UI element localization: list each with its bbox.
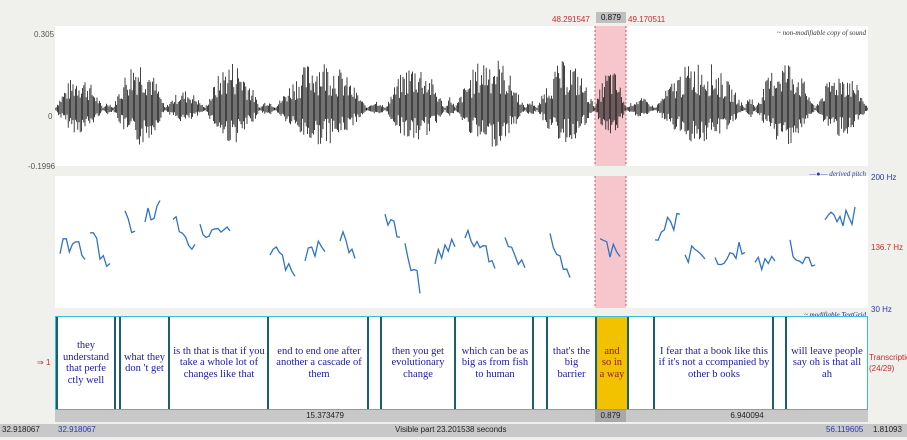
window-start-time[interactable]: 32.918067 xyxy=(2,425,40,434)
pitch-top-label: 200 Hz xyxy=(871,173,897,182)
status-bar[interactable]: 32.918067 32.918067 Visible part 23.2015… xyxy=(0,424,907,437)
interval-6[interactable]: which can be as big as from fish to huma… xyxy=(461,345,529,380)
selected-interval-highlight xyxy=(596,317,627,409)
selection-end-time: 49.170511 xyxy=(628,15,666,24)
waveform-panel[interactable]: ~ non-modifiable copy of sound xyxy=(55,26,868,166)
tier-intervals[interactable]: they understand that perfe ctly well wha… xyxy=(56,317,867,409)
interval-boundary[interactable] xyxy=(546,317,548,409)
interval-10[interactable]: will leave people say oh is that all ah xyxy=(791,345,863,380)
waveform-caption: ~ non-modifiable copy of sound xyxy=(777,29,866,37)
interval-boundary[interactable] xyxy=(653,317,655,409)
editor-view[interactable]: ~ non-modifiable copy of sound —●— deriv… xyxy=(55,26,868,422)
interval-boundary[interactable] xyxy=(56,317,58,409)
interval-1[interactable]: they understand that perfe ctly well xyxy=(62,340,110,386)
pitch-contour xyxy=(59,200,856,294)
window-end-time[interactable]: 1.81093 xyxy=(873,425,902,434)
pitch-caption-text: derived pitch xyxy=(829,170,866,178)
interval-2[interactable]: what they don 't get xyxy=(123,351,166,375)
waveform-trace xyxy=(55,60,868,147)
pitch-caption: —●— derived pitch xyxy=(809,170,866,178)
waveform-max-label: 0.305 xyxy=(34,30,55,39)
waveform-min-label: -0.1996 xyxy=(28,162,56,171)
interval-boundary[interactable] xyxy=(267,317,269,409)
interval-boundary[interactable] xyxy=(595,317,597,409)
selection-duration: 0.879 xyxy=(596,12,626,23)
textgrid-caption: ~ modifiable TextGrid xyxy=(804,311,866,319)
interval-9[interactable]: I fear that a book like this if it's not… xyxy=(658,345,770,380)
tier-pointer-icon: ⇒ xyxy=(37,358,44,367)
interval-5[interactable]: then you get evolutionary change xyxy=(391,345,445,380)
waveform-plot xyxy=(55,26,868,166)
right-duration[interactable]: 6.940094 xyxy=(730,411,764,420)
selected-duration[interactable]: 0.879 xyxy=(595,410,626,422)
pitch-legend-icon: —●— xyxy=(809,170,828,178)
interval-boundary[interactable] xyxy=(627,317,629,409)
pitch-mid-label: 136.7 Hz xyxy=(871,243,904,252)
duration-row[interactable]: 15.373479 0.879 6.940094 xyxy=(55,410,868,422)
interval-boundary[interactable] xyxy=(367,317,369,409)
interval-boundary[interactable] xyxy=(168,317,170,409)
interval-8-selected[interactable]: and so in a way xyxy=(599,345,625,380)
interval-boundary[interactable] xyxy=(114,317,116,409)
tier-name: Transcriptio xyxy=(869,353,907,362)
interval-boundary[interactable] xyxy=(532,317,534,409)
visible-start-time[interactable]: 32.918067 xyxy=(58,425,96,434)
selection-start-time: 48.291547 xyxy=(552,15,590,24)
pitch-plot xyxy=(59,176,856,308)
visible-part-label[interactable]: Visible part 23.201538 seconds xyxy=(395,425,507,434)
tier-count: (24/29) xyxy=(869,364,895,373)
pitch-bottom-label: 30 Hz xyxy=(871,305,892,314)
visible-end-time[interactable]: 56.119605 xyxy=(826,425,864,434)
pitch-panel[interactable]: —●— derived pitch ~ modifiable TextGrid xyxy=(55,170,868,319)
textgrid-tier[interactable]: they understand that perfe ctly well wha… xyxy=(55,316,868,410)
tier-number-text: 1 xyxy=(45,358,51,367)
left-duration[interactable]: 15.373479 xyxy=(306,411,344,420)
interval-boundary[interactable] xyxy=(454,317,456,409)
interval-boundary[interactable] xyxy=(785,317,787,409)
interval-7[interactable]: that's the big barrier xyxy=(552,345,591,380)
tier-number: ⇒ 1 xyxy=(37,358,50,367)
interval-boundary[interactable] xyxy=(772,317,774,409)
interval-boundary[interactable] xyxy=(119,317,121,409)
interval-boundary[interactable] xyxy=(380,317,382,409)
interval-4[interactable]: end to end one after another a cascade o… xyxy=(276,345,362,380)
interval-3[interactable]: is th that is that if you take a whole l… xyxy=(173,345,265,380)
waveform-zero-label: 0 xyxy=(48,112,53,121)
